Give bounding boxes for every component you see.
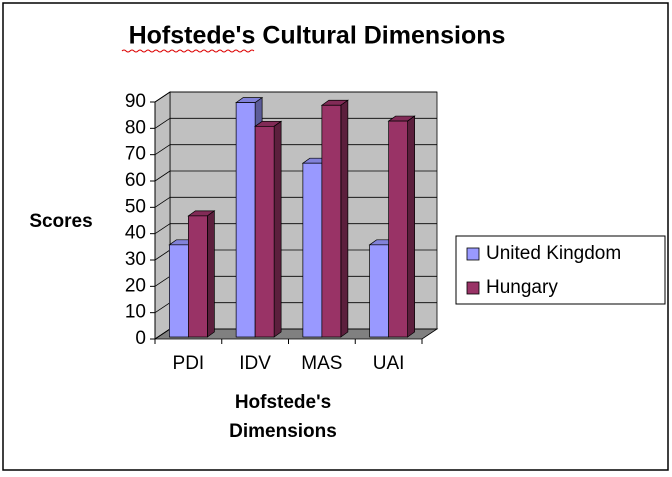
x-tick-label: MAS: [301, 353, 342, 374]
x-tick-label: UAI: [373, 353, 405, 374]
bar: [169, 244, 189, 338]
grid-line-side: [154, 328, 171, 340]
y-axis-title: Scores: [29, 211, 92, 232]
bar: [254, 125, 275, 338]
bar: [188, 215, 208, 338]
y-tick-label: 40: [125, 223, 146, 244]
grid-line-side: [154, 276, 171, 287]
x-tick-label: PDI: [173, 353, 205, 374]
x-tick-label: IDV: [239, 353, 271, 374]
bar: [302, 162, 323, 338]
legend-label: Hungary: [486, 277, 558, 298]
spellcheck-underline: [121, 49, 255, 53]
bar-side: [407, 115, 415, 338]
grid-line-side: [154, 144, 171, 155]
bar-side: [273, 120, 282, 338]
grid-line-side: [154, 302, 171, 313]
y-tick-label: 30: [125, 249, 146, 270]
grid-line-side: [154, 223, 171, 234]
legend-swatch: [466, 247, 480, 261]
bar-side: [340, 99, 349, 338]
y-tick-label: 90: [125, 91, 146, 112]
bar: [321, 104, 342, 338]
bar: [388, 120, 408, 338]
legend-box: [455, 235, 666, 305]
x-axis-title: Hofstede's Dimensions: [229, 392, 337, 442]
bar: [235, 102, 256, 338]
y-tick-label: 50: [125, 196, 146, 217]
y-tick-label: 70: [125, 144, 146, 165]
grid-line-side: [154, 249, 171, 261]
bar: [369, 244, 389, 338]
y-tick-label: 80: [125, 117, 146, 138]
side-wall: [154, 91, 171, 340]
legend-label: United Kingdom: [486, 243, 621, 264]
legend-swatch: [466, 281, 480, 295]
grid-line-side: [154, 118, 171, 129]
y-tick-label: 60: [125, 170, 146, 191]
grid-line-side: [154, 91, 171, 103]
grid-line-side: [154, 170, 171, 182]
y-tick-label: 0: [135, 328, 146, 349]
grid-line-side: [154, 197, 171, 208]
bar-side: [207, 210, 215, 338]
chart-title: Hofstede's Cultural Dimensions: [129, 22, 506, 50]
y-tick-label: 10: [125, 302, 146, 323]
y-tick-label: 20: [125, 275, 146, 296]
